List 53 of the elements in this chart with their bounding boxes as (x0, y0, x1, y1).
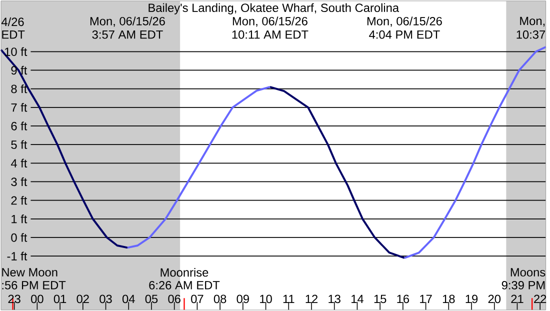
y-tick-label: 10 ft (4, 48, 28, 56)
x-tick-label: 11 (283, 295, 294, 304)
x-tick-label: 07 (191, 294, 204, 304)
x-tick-label: 04 (122, 294, 135, 304)
annotation: EDT (2, 30, 25, 39)
annotation: 4:04 PM EDT (369, 30, 440, 40)
x-tick-label: 00 (31, 294, 44, 304)
x-tick-label: 22 (534, 294, 546, 304)
x-tick-label: 18 (442, 294, 455, 304)
y-tick-label: 1 ft (12, 214, 28, 224)
x-tick-label: 08 (214, 294, 226, 304)
x-tick-label: 05 (145, 294, 158, 304)
y-tick-label: -1 ft (7, 252, 28, 261)
annotation: Mon, 06/15/26 (367, 16, 442, 27)
annotation: Mon, 06/15/26 (232, 16, 308, 27)
annotation: Moons (510, 268, 546, 277)
x-tick-label: 12 (306, 294, 318, 304)
x-tick-label: 03 (100, 294, 112, 304)
x-tick-label: 20 (488, 294, 501, 304)
annotation: 9:39 PM (502, 281, 545, 290)
annotation: 3:57 AM EDT (92, 30, 163, 40)
y-tick-label: 6 ft (11, 122, 28, 131)
y-tick-label: 5 ft (11, 140, 28, 150)
y-tick-label: 9 ft (11, 66, 28, 75)
annotation: New Moon (2, 268, 58, 277)
y-tick-label: 4 ft (10, 159, 28, 168)
y-tick-label: 7 ft (11, 103, 28, 112)
x-tick-label: 01 (54, 294, 66, 304)
annotation: Mon, (520, 17, 545, 27)
chart-title: Bailey's Landing, Okatee Wharf, South Carolina (148, 4, 400, 15)
x-tick-label: 10 (260, 294, 272, 304)
x-tick-label: 02 (76, 294, 89, 304)
annotation: 10:37 (516, 30, 546, 40)
x-tick-label: 19 (466, 294, 478, 304)
x-tick-label: 14 (352, 295, 364, 304)
y-tick-label: 3 ft (11, 178, 28, 186)
x-tick-label: 09 (236, 294, 249, 304)
x-tick-label: 13 (328, 294, 340, 304)
y-tick-label: 0 ft (11, 233, 28, 242)
x-tick-label: 06 (168, 294, 180, 304)
x-tick-label: 21 (511, 294, 524, 304)
annotation: 6:26 AM EDT (149, 281, 220, 290)
x-tick-label: 16 (397, 294, 410, 304)
x-tick-label: 17 (420, 295, 432, 304)
annotation: Mon, 06/15/26 (90, 16, 165, 27)
annotation: :56 PM EDT (2, 281, 66, 290)
annotation: 4/26 (1, 18, 24, 26)
y-tick-label: 2 ft (11, 196, 28, 205)
x-tick-label: 23 (8, 294, 20, 304)
annotation: 10:11 AM EDT (232, 30, 308, 40)
annotation: Moonrise (160, 268, 208, 277)
y-tick-label: 8 ft (11, 84, 28, 94)
x-tick-label: 15 (374, 295, 386, 304)
